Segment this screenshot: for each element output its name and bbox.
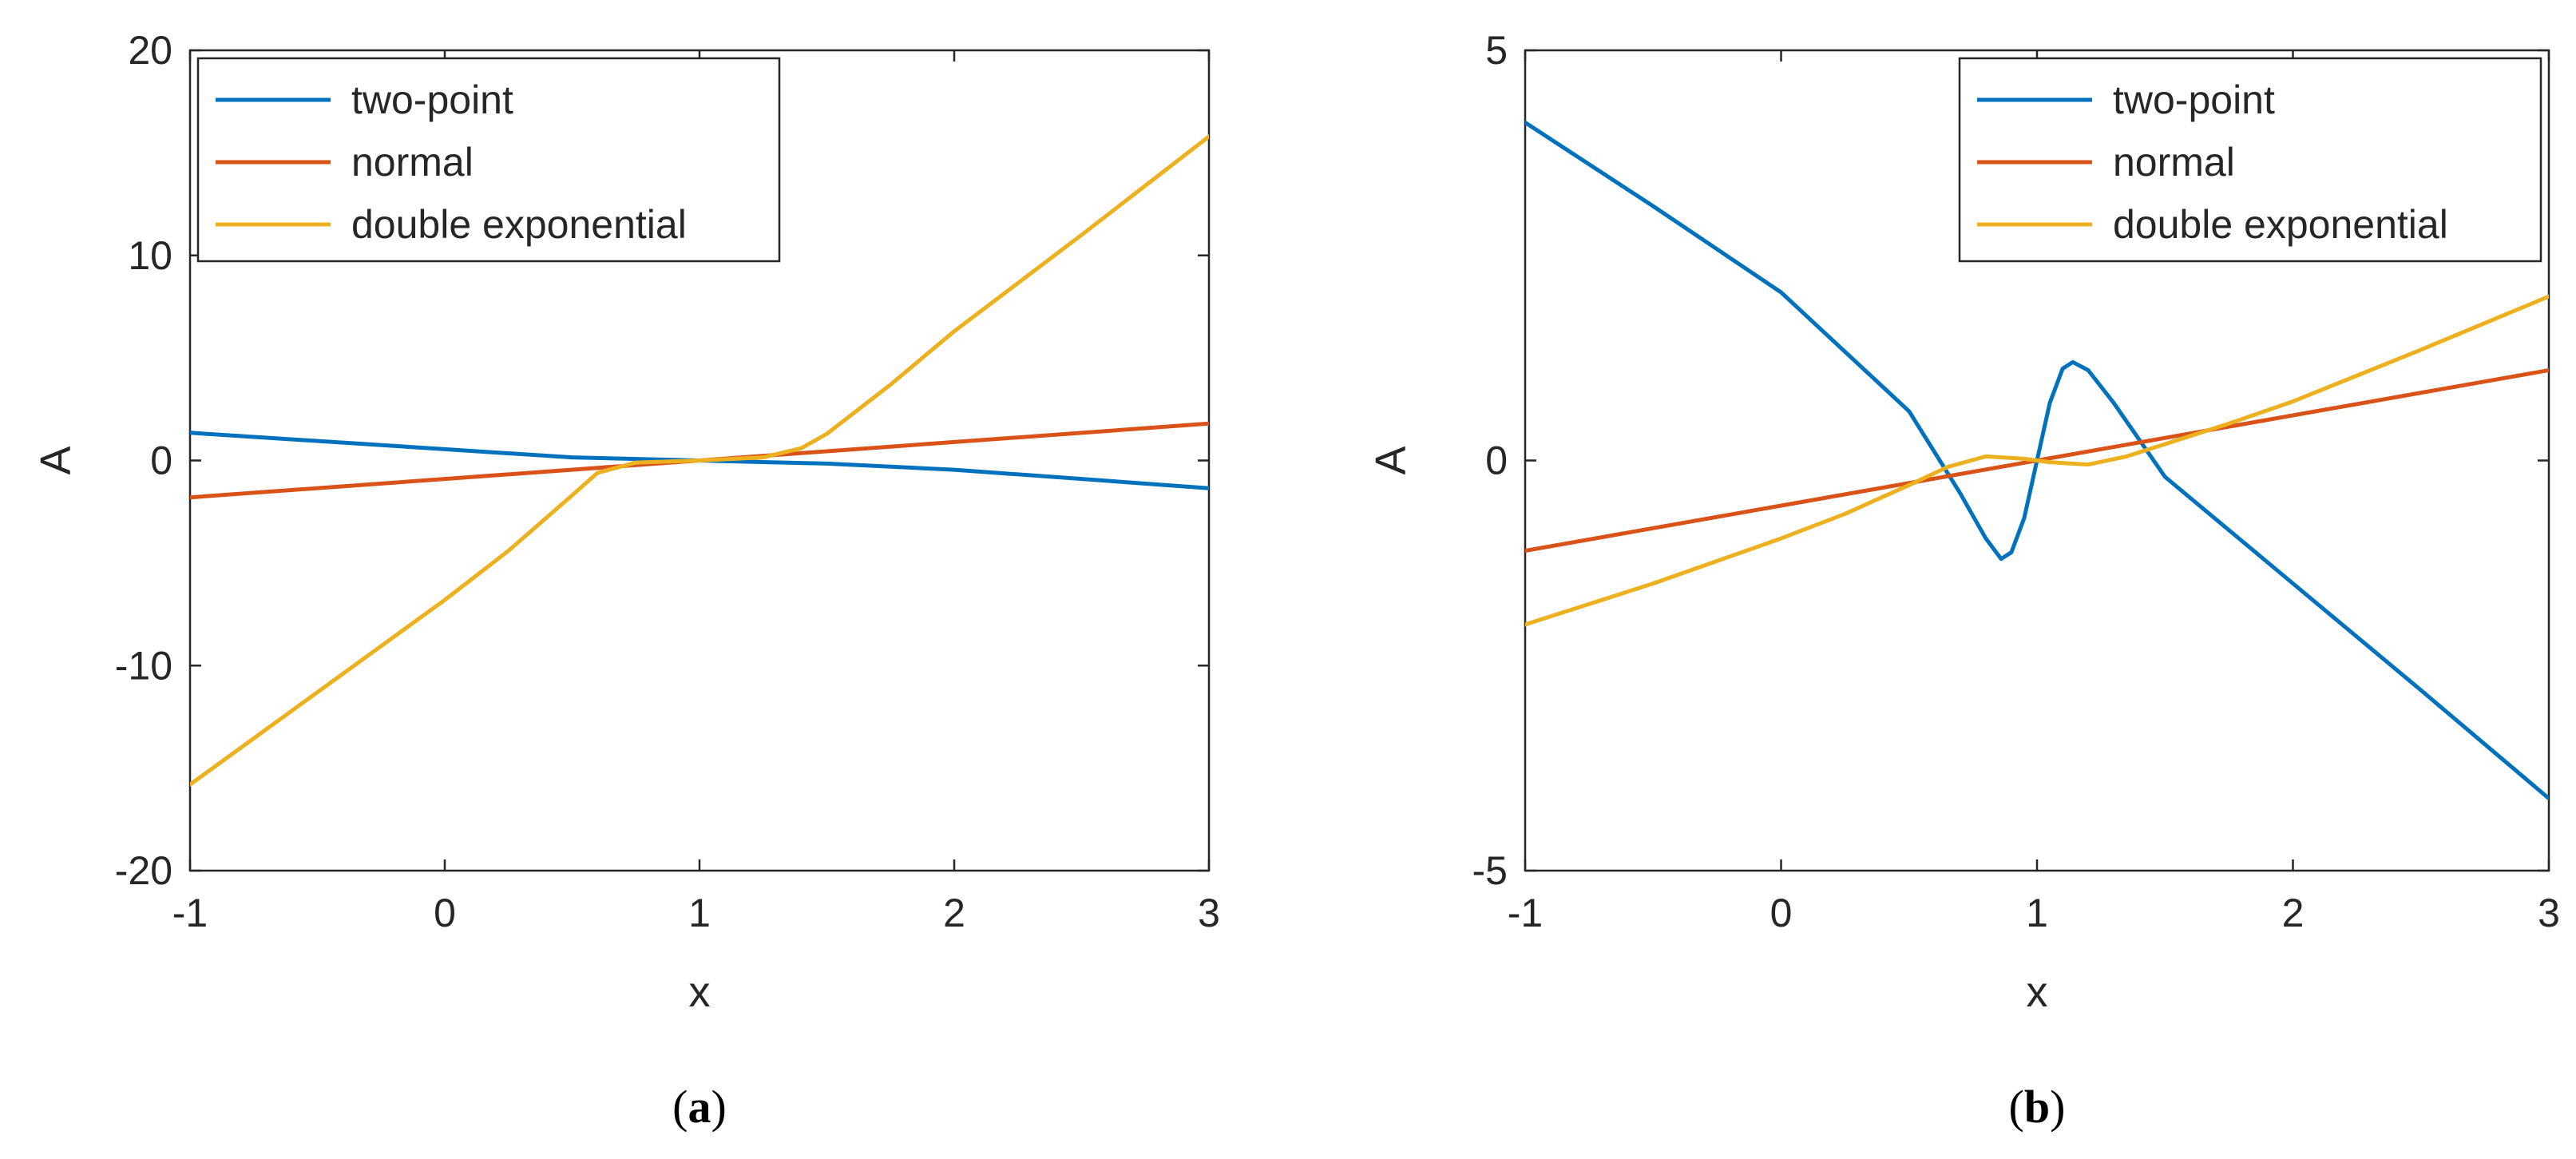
x-tick-label: 0 [1770,891,1793,935]
y-tick-label: 0 [1485,439,1508,483]
x-tick-label: -1 [1508,891,1543,935]
x-tick-label: -1 [172,891,208,935]
legend-box [196,57,781,263]
y-tick-label: 10 [128,233,172,278]
legend-label: double exponential [2113,202,2448,247]
legend-box [1958,57,2542,263]
y-tick-label: -20 [115,848,172,893]
y-axis-label: A [32,446,80,474]
y-tick-label: -10 [115,643,172,688]
y-axis-label: A [1367,446,1415,474]
x-tick-label: 3 [1198,891,1220,935]
y-tick-label: 5 [1485,28,1508,73]
legend-label: two-point [2113,77,2275,122]
chart-panel-a: -1 0 1 2 3-20-1001020xAtwo-pointnormaldouble… [32,28,1220,1133]
y-tick-label: 0 [150,439,172,483]
legend-label: normal [351,140,474,185]
x-tick-label: 1 [688,891,711,935]
series-line-double-exponential [1525,294,2549,627]
panel-caption: (a) [672,1081,727,1133]
x-axis-label: x [2027,968,2048,1016]
x-axis-label: x [689,968,711,1016]
x-tick-label: 0 [434,891,456,935]
y-tick-label: 20 [128,28,172,73]
legend: two-point normal double exponential [196,57,781,263]
x-tick-label: 3 [2538,891,2560,935]
legend: two-point normal double exponential [1958,57,2542,263]
x-tick-label: 2 [943,891,965,935]
y-tick-label: -5 [1472,848,1508,893]
series-line-double-exponential [190,134,1209,787]
x-tick-label: 1 [2026,891,2048,935]
legend-label: normal [2113,140,2235,185]
legend-label: double exponential [351,202,687,247]
x-tick-label: 2 [2282,891,2305,935]
panel-caption: (b) [2009,1081,2066,1133]
legend-label: two-point [351,77,513,122]
